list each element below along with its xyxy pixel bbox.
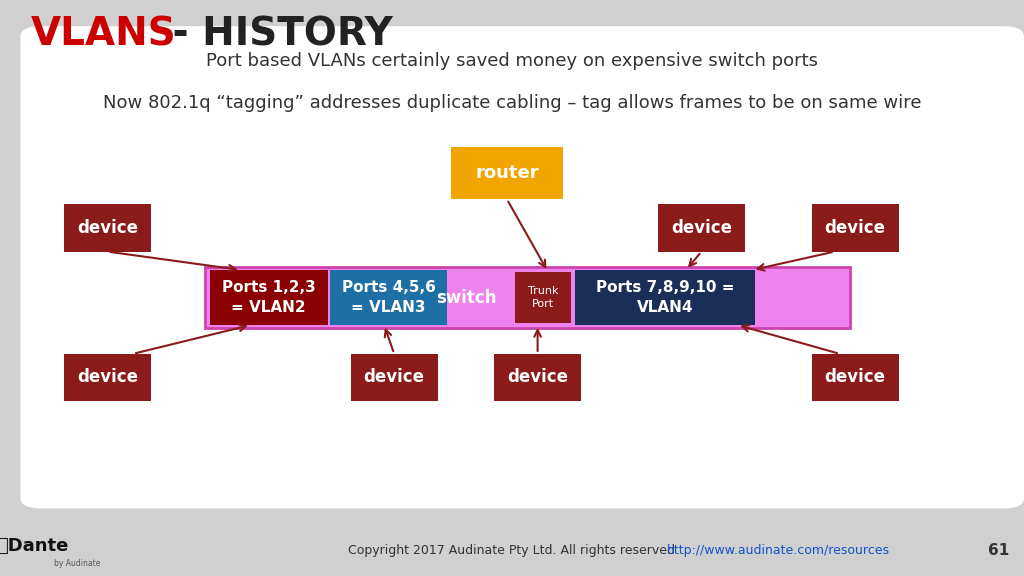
- FancyBboxPatch shape: [575, 270, 755, 325]
- FancyBboxPatch shape: [63, 204, 152, 252]
- Text: Now 802.1q “tagging” addresses duplicate cabling – tag allows frames to be on sa: Now 802.1q “tagging” addresses duplicate…: [102, 94, 922, 112]
- Text: device: device: [824, 369, 886, 386]
- FancyBboxPatch shape: [210, 270, 328, 325]
- Text: VLANS: VLANS: [31, 16, 176, 54]
- FancyBboxPatch shape: [451, 147, 563, 199]
- Text: device: device: [671, 219, 732, 237]
- Text: Trunk
Port: Trunk Port: [528, 286, 558, 309]
- Text: device: device: [77, 219, 138, 237]
- FancyBboxPatch shape: [658, 204, 745, 252]
- FancyBboxPatch shape: [205, 267, 850, 328]
- Text: switch: switch: [435, 289, 497, 307]
- Text: - HISTORY: - HISTORY: [159, 16, 392, 54]
- FancyBboxPatch shape: [330, 270, 447, 325]
- FancyBboxPatch shape: [811, 204, 899, 252]
- FancyBboxPatch shape: [63, 354, 152, 401]
- Text: Ports 4,5,6
= VLAN3: Ports 4,5,6 = VLAN3: [342, 280, 435, 315]
- FancyBboxPatch shape: [20, 26, 1024, 509]
- Text: 61: 61: [988, 543, 1009, 558]
- FancyBboxPatch shape: [515, 271, 571, 323]
- Text: ⓀDante: ⓀDante: [0, 537, 69, 555]
- Text: router: router: [475, 164, 539, 182]
- Text: Ports 1,2,3
= VLAN2: Ports 1,2,3 = VLAN2: [222, 280, 315, 315]
- Text: Copyright 2017 Audinate Pty Ltd. All rights reserved: Copyright 2017 Audinate Pty Ltd. All rig…: [348, 544, 676, 556]
- Text: http://www.audinate.com/resources: http://www.audinate.com/resources: [667, 544, 890, 556]
- Text: by Audinate: by Audinate: [54, 559, 100, 567]
- Text: Port based VLANs certainly saved money on expensive switch ports: Port based VLANs certainly saved money o…: [206, 52, 818, 70]
- FancyBboxPatch shape: [811, 354, 899, 401]
- FancyBboxPatch shape: [495, 354, 582, 401]
- Text: device: device: [77, 369, 138, 386]
- Text: device: device: [364, 369, 425, 386]
- Text: device: device: [824, 219, 886, 237]
- Text: Ports 7,8,9,10 =
VLAN4: Ports 7,8,9,10 = VLAN4: [596, 280, 734, 315]
- Text: device: device: [507, 369, 568, 386]
- FancyBboxPatch shape: [350, 354, 438, 401]
